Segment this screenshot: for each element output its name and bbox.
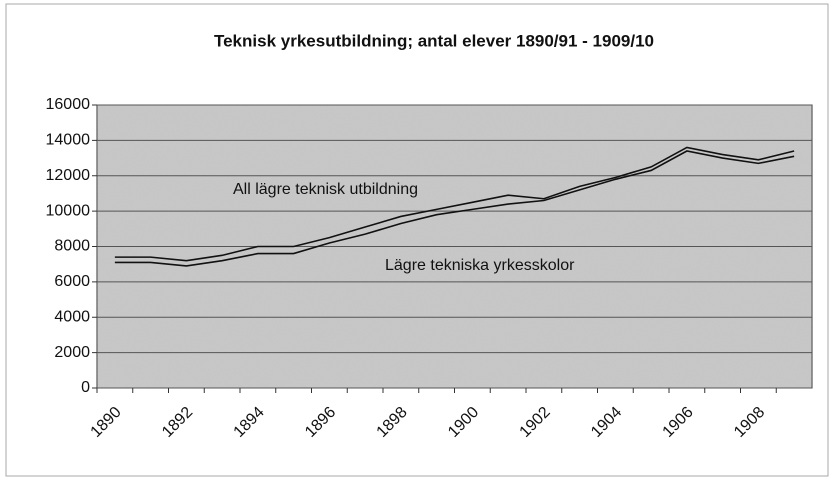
y-tick-label: 4000 [54,308,90,325]
y-tick-label: 0 [81,379,90,396]
series-label: Lägre tekniska yrkesskolor [385,257,575,274]
series-label: All lägre teknisk utbildning [233,181,418,198]
y-tick-label: 10000 [46,202,91,219]
series-line [114,146,795,262]
series-line [114,150,795,267]
y-tick-label: 2000 [54,344,90,361]
y-tick-label: 14000 [46,132,91,149]
y-tick-label: 12000 [46,167,91,184]
chart-title: Teknisk yrkesutbildning; antal elever 18… [214,31,654,50]
y-tick-label: 8000 [54,238,90,255]
y-tick-label: 6000 [54,273,90,290]
y-tick-label: 16000 [46,96,91,113]
